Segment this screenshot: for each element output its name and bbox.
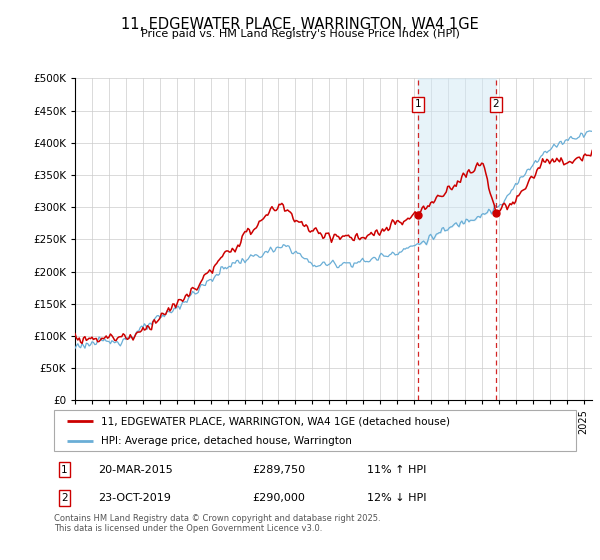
Text: 11, EDGEWATER PLACE, WARRINGTON, WA4 1GE (detached house): 11, EDGEWATER PLACE, WARRINGTON, WA4 1GE… (101, 417, 450, 426)
Text: 11% ↑ HPI: 11% ↑ HPI (367, 465, 427, 475)
Text: 23-OCT-2019: 23-OCT-2019 (98, 493, 171, 503)
Text: 2: 2 (61, 493, 68, 503)
Text: £289,750: £289,750 (253, 465, 305, 475)
Text: 2: 2 (493, 99, 499, 109)
Text: Price paid vs. HM Land Registry's House Price Index (HPI): Price paid vs. HM Land Registry's House … (140, 29, 460, 39)
FancyBboxPatch shape (54, 410, 576, 451)
Text: 20-MAR-2015: 20-MAR-2015 (98, 465, 173, 475)
Text: £290,000: £290,000 (253, 493, 305, 503)
Text: 1: 1 (415, 99, 421, 109)
Text: 1: 1 (61, 465, 68, 475)
Text: 11, EDGEWATER PLACE, WARRINGTON, WA4 1GE: 11, EDGEWATER PLACE, WARRINGTON, WA4 1GE (121, 17, 479, 32)
Text: HPI: Average price, detached house, Warrington: HPI: Average price, detached house, Warr… (101, 436, 352, 446)
Text: Contains HM Land Registry data © Crown copyright and database right 2025.
This d: Contains HM Land Registry data © Crown c… (54, 514, 380, 534)
Text: 12% ↓ HPI: 12% ↓ HPI (367, 493, 427, 503)
